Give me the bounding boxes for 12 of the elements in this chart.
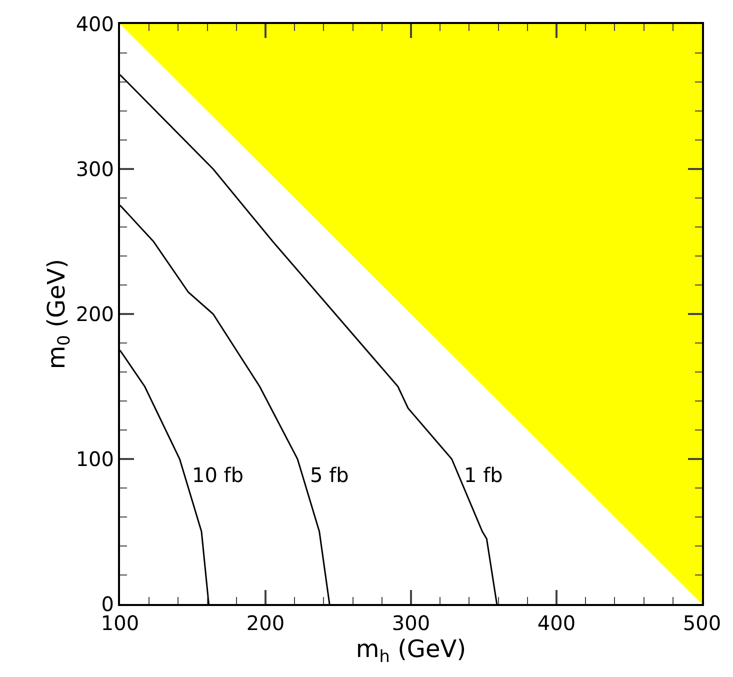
series-label: 10 fb (192, 463, 244, 487)
x-tick-label: 200 (246, 611, 285, 635)
x-tick-label: 500 (682, 611, 722, 635)
series-label: 5 fb (310, 463, 349, 487)
y-tick-label: 200 (76, 302, 114, 326)
y-tick-label: 400 (76, 12, 114, 36)
x-tick-label: 300 (392, 611, 430, 635)
y-tick-label: 100 (76, 447, 114, 471)
x-tick-label: 400 (537, 611, 576, 635)
y-tick-label: 300 (76, 157, 114, 181)
series-label: 1 fb (464, 463, 503, 487)
x-axis-title: m$_{h}$ (GeV) (356, 635, 466, 666)
